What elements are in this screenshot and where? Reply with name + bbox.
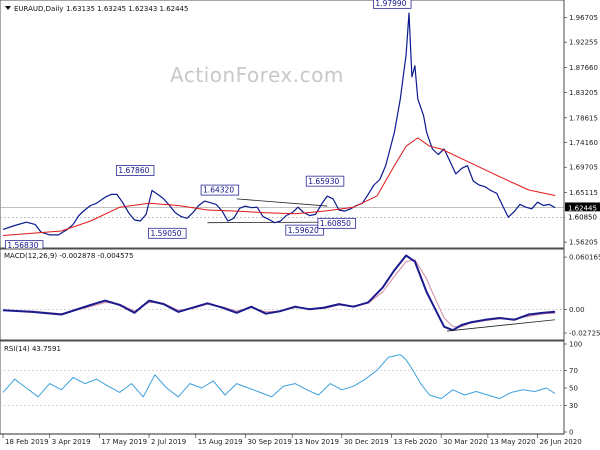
current-price-tag-bg <box>565 202 600 213</box>
x-tick-label: 13 May 2020 <box>490 438 536 446</box>
x-tick-label: 30 Mar 2020 <box>443 438 487 446</box>
price-panel: EURAUD,Daily 1.63135 1.63245 1.62343 1.6… <box>0 0 600 252</box>
lower-trendline <box>207 221 328 224</box>
annotation-label: 1.67860 <box>118 166 149 175</box>
price-tick-label: 1.83205 <box>569 89 598 97</box>
support-price-tag: 1.60850 <box>568 213 597 221</box>
rsi-line <box>2 354 556 400</box>
macd-lines <box>0 254 564 332</box>
annotation-box <box>305 175 345 187</box>
time-axis: 18 Feb 2019 3 Apr 2019 17 May 2019 2 Jul 20… <box>0 433 582 446</box>
rsi-axis: 100 70 50 30 0 <box>564 341 582 437</box>
rsi-tick-label: 50 <box>569 385 578 393</box>
price-series-line <box>2 12 556 236</box>
macd-trendline <box>446 319 556 332</box>
price-axis: 1.96705 1.92255 1.87660 1.83205 1.78615 1.741… <box>564 14 600 247</box>
price-tick-label: 1.69705 <box>569 164 598 172</box>
macd-tick-label: 0.060165 <box>569 254 600 262</box>
annotation-label: 1.56830 <box>7 241 38 250</box>
annotation-box <box>200 184 240 196</box>
x-tick-label: 2 Jul 2019 <box>151 438 186 446</box>
price-tick-label: 1.96705 <box>569 14 598 22</box>
annotation-box <box>148 227 187 239</box>
watermark: ActionForex.com <box>170 63 344 87</box>
price-tick-label: 1.65115 <box>569 189 598 197</box>
price-lines <box>2 12 556 236</box>
x-tick-label: 30 Sep 2019 <box>247 438 291 446</box>
price-panel-header: EURAUD,Daily 1.63135 1.63245 1.62343 1.6… <box>5 5 188 13</box>
upper-trendline <box>236 198 328 207</box>
price-tick-label: 1.56205 <box>569 239 598 247</box>
macd-tick-label: -0.02725 <box>569 330 600 338</box>
annotation-label: 1.60850 <box>320 219 351 228</box>
macd-tick-label: 0.00 <box>569 306 585 314</box>
annotation-box <box>373 0 412 9</box>
x-tick-label: 30 Dec 2019 <box>344 438 389 446</box>
annotation-label: 1.65930 <box>308 177 339 186</box>
symbol-label: EURAUD,Daily <box>14 5 63 13</box>
annotation-label: 1.59620 <box>288 226 319 235</box>
price-tick-label: 1.92255 <box>569 39 598 47</box>
price-tick-label: 1.74160 <box>569 139 598 147</box>
annotation-label: 1.97990 <box>375 0 406 8</box>
price-grid <box>0 207 564 218</box>
ohlc-label: 1.63135 1.63245 1.62343 1.62445 <box>66 5 188 13</box>
x-tick-label: 13 Nov 2019 <box>294 438 339 446</box>
annotation-label: 1.59050 <box>151 229 182 238</box>
macd-panel: MACD(12,26,9) -0.002878 -0.004575 0.0601… <box>0 248 600 341</box>
rsi-panel: RSI(14) 43.7591 100 70 50 30 0 <box>0 341 582 437</box>
x-tick-label: 17 May 2019 <box>101 438 147 446</box>
macd-axis: 0.060165 0.00 -0.02725 <box>564 254 600 338</box>
price-annotations: 1.97990 1.67860 1.64320 1.65930 1.56830 1.590… <box>4 0 412 252</box>
x-tick-label: 3 Apr 2019 <box>52 438 91 446</box>
rsi-lines <box>0 354 564 406</box>
rsi-tick-label: 30 <box>569 402 578 410</box>
annotation-box <box>115 165 155 176</box>
current-price-tag: 1.62445 <box>568 204 597 212</box>
rsi-tick-label: 70 <box>569 367 578 375</box>
annotation-box <box>285 224 324 236</box>
macd-line <box>2 254 556 332</box>
rsi-tick-label: 0 <box>569 429 573 437</box>
price-tick-label: 1.87660 <box>569 64 598 72</box>
rsi-tick-label: 100 <box>569 341 582 349</box>
price-tick-label: 1.78615 <box>569 114 598 122</box>
support-price-tag-bg <box>565 211 600 222</box>
annotation-label: 1.64320 <box>203 186 234 195</box>
dropdown-triangle-icon[interactable] <box>5 6 11 10</box>
rsi-label: RSI(14) 43.7591 <box>4 345 61 353</box>
x-tick-label: 18 Feb 2019 <box>5 438 49 446</box>
x-tick-label: 15 Aug 2019 <box>198 438 243 446</box>
annotation-box <box>317 217 356 229</box>
x-tick-label: 26 Jun 2020 <box>540 438 582 446</box>
moving-average-line <box>2 137 556 236</box>
x-tick-label: 13 Feb 2020 <box>394 438 438 446</box>
macd-label: MACD(12,26,9) -0.002878 -0.004575 <box>4 252 133 260</box>
